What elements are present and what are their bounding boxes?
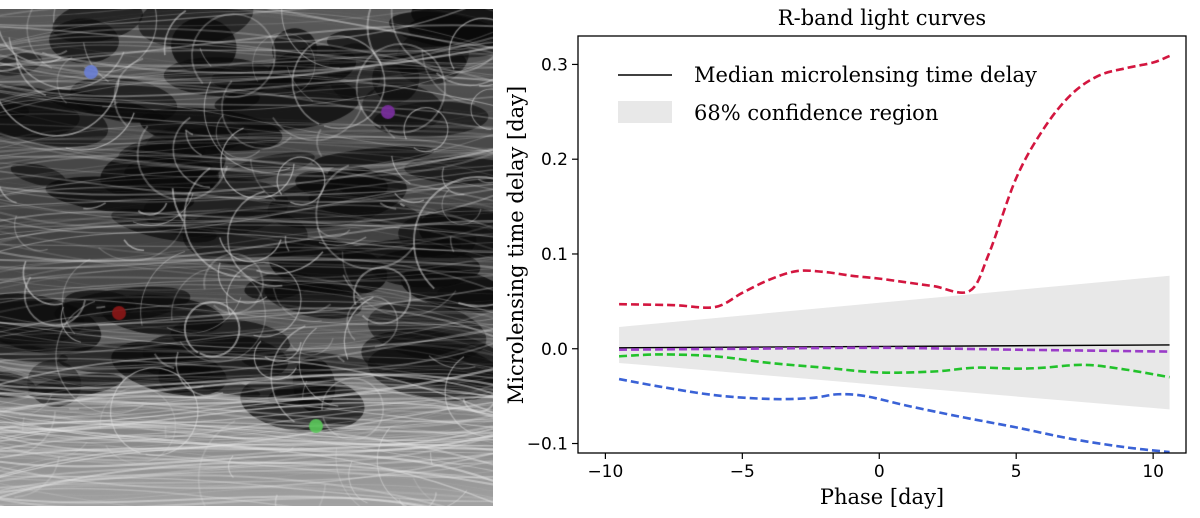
median-line	[619, 344, 1170, 349]
series-green-line	[619, 353, 1170, 379]
y-axis-label: Microlensing time delay [day]	[504, 86, 528, 405]
y-tick-label: 0.3	[541, 55, 568, 75]
confidence-band	[619, 275, 1170, 410]
series-red-line	[619, 54, 1171, 309]
legend-confidence-label: 68% confidence region	[694, 101, 938, 125]
x-axis-label: Phase [day]	[820, 485, 944, 509]
y-tick-label: 0.1	[541, 245, 568, 265]
confidence-band-layer	[619, 275, 1170, 410]
x-tick-label: −10	[587, 462, 623, 482]
legend-confidence-swatch	[618, 101, 672, 123]
magnification-map	[0, 9, 493, 506]
chart-title: R-band light curves	[778, 6, 986, 30]
legend: Median microlensing time delay 68% confi…	[618, 63, 1037, 125]
legend-median-label: Median microlensing time delay	[694, 63, 1037, 87]
plot-frame	[577, 35, 1187, 454]
x-tick-label: 5	[1011, 462, 1022, 482]
x-ticks: −10 −5 0 5 10	[587, 453, 1164, 482]
y-tick-label: −0.1	[527, 435, 568, 455]
x-tick-label: −5	[730, 462, 755, 482]
series-layer	[618, 54, 1171, 454]
y-ticks: −0.1 0.0 0.1 0.2 0.3	[527, 55, 578, 455]
y-tick-label: 0.2	[541, 150, 568, 170]
y-tick-label: 0.0	[541, 340, 568, 360]
series-blue-line	[618, 377, 1170, 454]
x-tick-label: 10	[1142, 462, 1164, 482]
x-tick-label: 0	[874, 462, 885, 482]
